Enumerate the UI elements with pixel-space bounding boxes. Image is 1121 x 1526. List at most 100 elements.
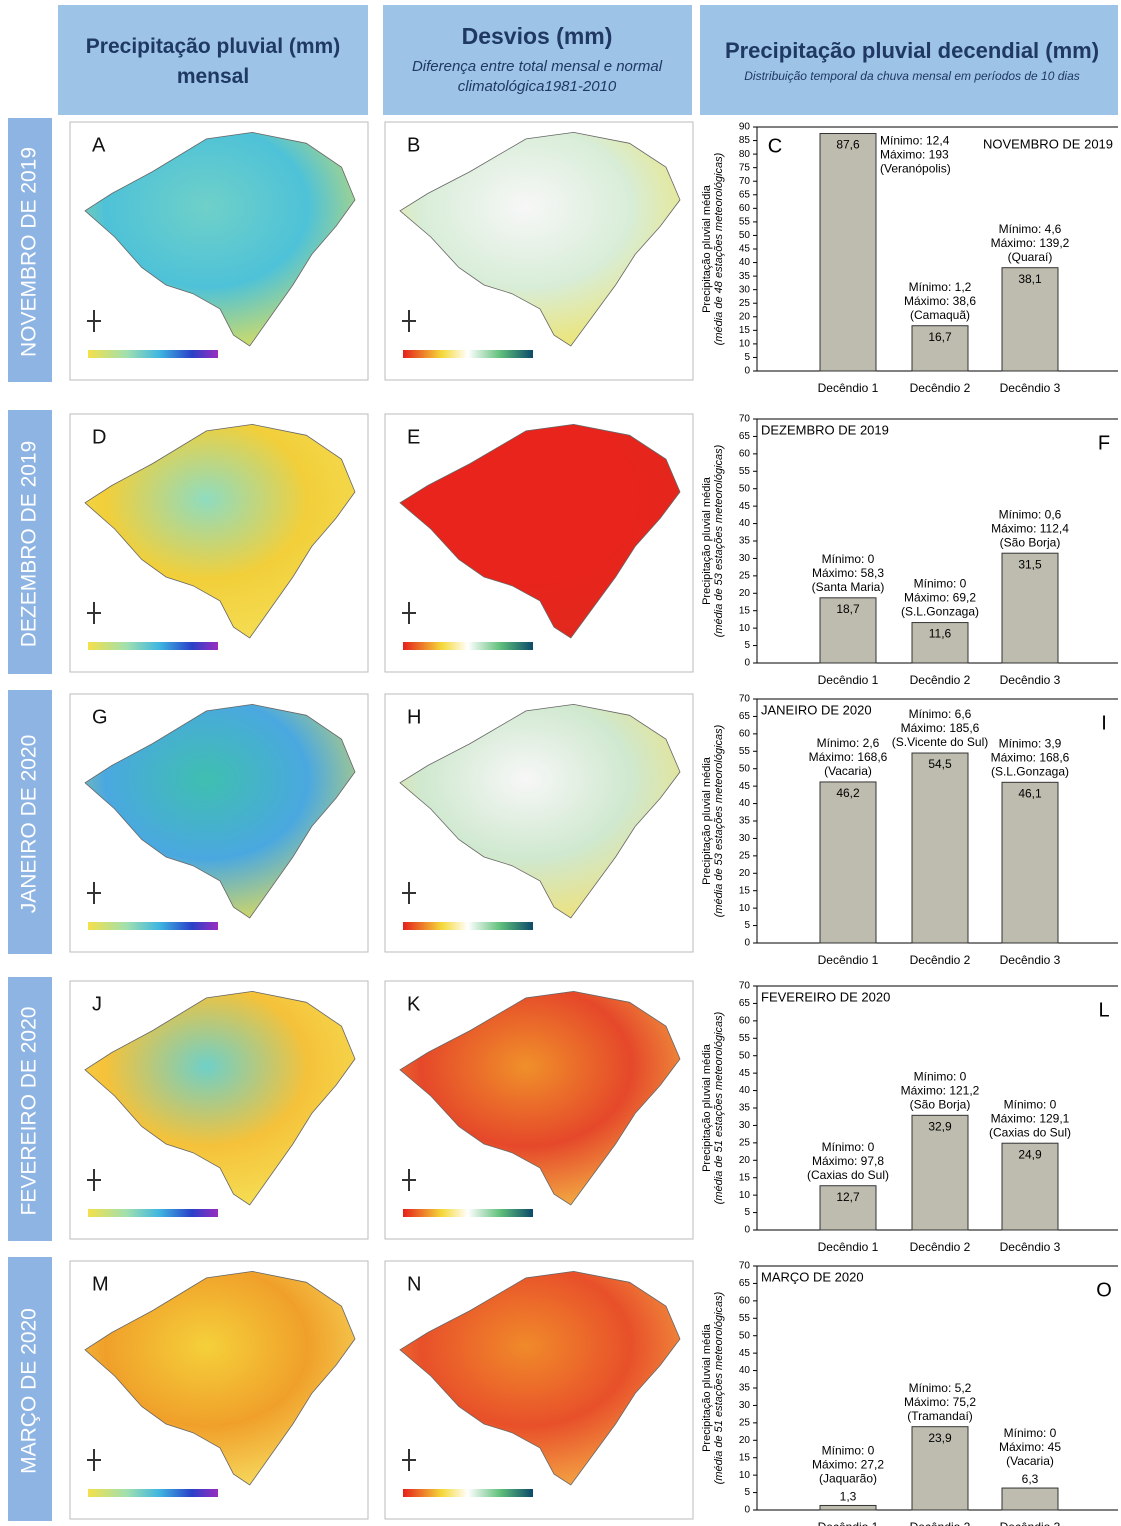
bar-annotation: (São Borja) (910, 1097, 971, 1111)
y-tick-label: 25 (739, 1417, 751, 1428)
bar (819, 1185, 877, 1231)
month-box (8, 118, 52, 382)
bar-annotation: (Tramandaí) (907, 1409, 973, 1423)
north-arrow (402, 1169, 416, 1191)
header-title: Precipitação pluvial decendial (mm) (725, 38, 1099, 63)
y-tick-label: 80 (739, 149, 751, 160)
y-tick-label: 25 (739, 1137, 751, 1148)
bar (1001, 1487, 1059, 1511)
y-axis-label: Precipitação pluvial média (701, 184, 713, 313)
map-panel-label: D (92, 426, 106, 448)
y-tick-label: 40 (739, 518, 751, 529)
colorbar (88, 350, 218, 358)
x-tick-label: Decêndio 2 (910, 953, 971, 967)
bar-annotation: Mínimo: 0 (822, 1444, 875, 1458)
x-tick-label: Decêndio 1 (818, 673, 879, 687)
y-tick-label: 45 (739, 1348, 751, 1359)
bar-annotation: Mínimo: 6,6 (909, 707, 972, 721)
y-tick-label: 10 (739, 1470, 751, 1481)
bar-annotation: (São Borja) (1000, 535, 1061, 549)
y-tick-label: 10 (739, 339, 751, 350)
y-tick-label: 35 (739, 816, 751, 827)
month-label: JANEIRO DE 2020 (18, 735, 41, 914)
value-label: 12,7 (836, 1190, 860, 1204)
map-panel-label: H (407, 706, 421, 728)
bar-annotation: Mínimo: 2,6 (817, 736, 880, 750)
bar-annotation: (Veranópolis) (880, 162, 951, 176)
bar-annotation: Mínimo: 12,4 (880, 134, 950, 148)
bar-annotation: Mínimo: 4,6 (999, 222, 1062, 236)
header-subtitle: Distribuição temporal da chuva mensal em… (744, 69, 1080, 83)
y-tick-label: 55 (739, 1313, 751, 1324)
y-axis-label: Precipitação pluvial média (701, 476, 713, 605)
bar (1001, 1142, 1059, 1231)
y-tick-label: 90 (739, 122, 751, 133)
y-tick-label: 40 (739, 1085, 751, 1096)
y-tick-label: 55 (739, 217, 751, 228)
y-tick-label: 65 (739, 998, 751, 1009)
state-map (399, 703, 681, 919)
y-axis-label: Precipitação pluvial média (701, 756, 713, 885)
y-tick-label: 5 (744, 352, 750, 363)
north-arrow (87, 1169, 101, 1191)
y-tick-label: 35 (739, 1103, 751, 1114)
bar-annotation: Máximo: 97,8 (812, 1154, 884, 1168)
y-tick-label: 50 (739, 1330, 751, 1341)
x-tick-label: Decêndio 2 (910, 1240, 971, 1254)
state-map (84, 1270, 356, 1486)
bar-annotation: Máximo: 27,2 (812, 1458, 884, 1472)
y-tick-label: 5 (744, 1207, 750, 1218)
map-panel-label: E (407, 426, 420, 448)
y-tick-label: 0 (744, 938, 750, 949)
y-tick-label: 70 (739, 1261, 751, 1272)
month-box (8, 410, 52, 674)
header-subtitle: Diferença entre total mensal e normal cli… (412, 58, 663, 95)
x-tick-label: Decêndio 1 (818, 1240, 879, 1254)
bar-annotation: Máximo: 139,2 (991, 236, 1070, 250)
bar-annotation: Mínimo: 0 (914, 577, 967, 591)
y-tick-label: 75 (739, 162, 751, 173)
bar-annotation: Máximo: 129,1 (991, 1111, 1070, 1125)
y-axis-label-note: (média de 48 estações meteorológicas) (713, 152, 725, 345)
colorbar (88, 1209, 218, 1217)
colorbar (88, 1489, 218, 1497)
bar-annotation: Mínimo: 0 (914, 1069, 967, 1083)
y-tick-label: 65 (739, 1278, 751, 1289)
y-tick-label: 0 (744, 658, 750, 669)
north-arrow (402, 1449, 416, 1471)
value-label: 23,9 (928, 1431, 952, 1445)
bar (911, 325, 969, 372)
bar-annotation: Máximo: 168,6 (809, 750, 888, 764)
month-box (8, 977, 52, 1241)
map-panel-label: G (92, 706, 108, 728)
bar-annotation: Máximo: 121,2 (901, 1083, 980, 1097)
chart-title: NOVEMBRO DE 2019 (983, 136, 1113, 151)
north-arrow (402, 310, 416, 332)
bar-annotation: Mínimo: 0 (822, 552, 875, 566)
colorbar (403, 922, 533, 930)
bar (911, 622, 969, 664)
y-tick-label: 50 (739, 230, 751, 241)
value-label: 54,5 (928, 757, 952, 771)
x-tick-label: Decêndio 1 (818, 381, 879, 395)
bar (1001, 267, 1059, 372)
month-label: FEVEREIRO DE 2020 (18, 1007, 41, 1216)
y-tick-label: 85 (739, 135, 751, 146)
y-tick-label: 0 (744, 1225, 750, 1236)
bar (911, 1114, 969, 1231)
x-tick-label: Decêndio 3 (1000, 381, 1061, 395)
value-label: 32,9 (928, 1119, 952, 1133)
y-tick-label: 10 (739, 1190, 751, 1201)
colorbar (88, 922, 218, 930)
bar-annotation: (Vacaria) (824, 764, 872, 778)
y-tick-label: 30 (739, 833, 751, 844)
header-box (700, 5, 1118, 115)
bar-annotation: Máximo: 75,2 (904, 1395, 976, 1409)
y-tick-label: 60 (739, 203, 751, 214)
bar-annotation: (Vacaria) (1006, 1454, 1054, 1468)
bar-annotation: (S.Vicente do Sul) (892, 735, 989, 749)
bar-annotation: Máximo: 193 (880, 148, 949, 162)
y-tick-label: 65 (739, 711, 751, 722)
bar (819, 597, 877, 664)
y-tick-label: 15 (739, 1452, 751, 1463)
